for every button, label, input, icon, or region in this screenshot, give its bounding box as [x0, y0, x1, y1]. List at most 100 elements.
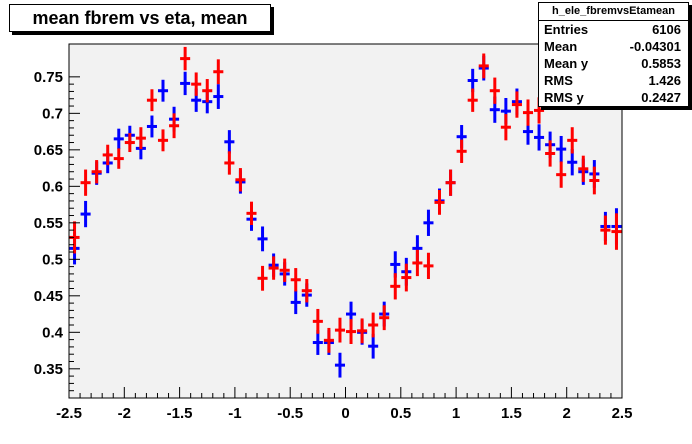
data-point [556, 161, 567, 188]
data-point [323, 327, 334, 353]
data-point [124, 133, 135, 153]
stat-label: RMS y [544, 90, 584, 105]
data-point [235, 168, 246, 192]
data-point [500, 114, 511, 141]
data-point [545, 140, 556, 167]
markers-layer [69, 46, 622, 378]
y-tick-label: 0.5 [42, 251, 63, 268]
y-tick-label: 0.75 [34, 69, 63, 86]
y-tick-label: 0.65 [34, 142, 63, 159]
x-tick-label: -2 [118, 405, 131, 422]
data-point [213, 84, 224, 109]
data-point [489, 77, 500, 104]
data-point [191, 72, 202, 96]
data-point [600, 215, 611, 245]
data-point [578, 155, 589, 182]
axes-layer: -2.5 -2 -1.5 -1 -0.5 0 0.5 1 1.5 2 2.5 0.35 0.4 0.45 0… [34, 69, 633, 422]
data-point [113, 128, 124, 150]
x-tick-label: 1 [452, 405, 460, 422]
y-tick-label: 0.55 [34, 215, 63, 232]
data-point [456, 139, 467, 163]
data-point [80, 200, 91, 228]
data-point [146, 115, 157, 138]
data-point [180, 46, 191, 71]
stat-label: RMS [544, 73, 573, 88]
x-tick-label: 0 [341, 405, 349, 422]
y-tick-label: 0.35 [34, 361, 63, 378]
data-point [379, 305, 390, 331]
stat-value: -0.04301 [629, 39, 681, 54]
data-point [268, 256, 279, 280]
x-tick-label: 1.5 [501, 405, 522, 422]
x-tick-label: 2 [563, 405, 571, 422]
stat-value: 0.2427 [641, 90, 681, 105]
data-point [390, 273, 401, 300]
data-point [445, 169, 456, 196]
data-point [135, 127, 146, 150]
chart-title: mean fbrem vs eta, mean [32, 8, 248, 28]
data-point [423, 209, 434, 236]
stat-label: Entries [544, 22, 589, 37]
data-point [246, 201, 257, 226]
stat-value: 6106 [652, 22, 681, 37]
x-tick-label: 2.5 [612, 405, 633, 422]
data-point [257, 226, 268, 252]
data-point [401, 263, 412, 292]
data-point [91, 160, 102, 184]
y-tick-label: 0.6 [42, 178, 63, 195]
stat-row-mean: Mean -0.04301 [539, 38, 688, 55]
data-point [334, 352, 345, 378]
data-point [113, 148, 124, 169]
data-point [567, 127, 578, 154]
data-point [257, 265, 268, 291]
data-point [434, 189, 445, 215]
stat-row-rms-y: RMS y 0.2427 [539, 89, 688, 106]
data-point [611, 213, 622, 250]
data-point [312, 308, 323, 334]
data-point [556, 135, 567, 163]
data-point [368, 312, 379, 338]
x-tick-label: -0.5 [277, 405, 303, 422]
data-point [290, 268, 301, 292]
stat-value: 1.426 [648, 73, 681, 88]
data-point [423, 252, 434, 280]
data-point [357, 318, 368, 344]
stat-label: Mean [544, 39, 578, 54]
data-point [102, 144, 113, 166]
data-point [301, 279, 312, 303]
data-point [202, 79, 213, 103]
stat-row-mean-y: Mean y 0.5853 [539, 55, 688, 72]
data-point [180, 71, 191, 96]
y-tick-label: 0.45 [34, 288, 63, 305]
data-point [467, 88, 478, 112]
data-point [224, 130, 235, 154]
data-point [157, 79, 169, 102]
stat-row-rms: RMS 1.426 [539, 72, 688, 89]
stat-label: Mean y [544, 56, 589, 71]
x-tick-label: -1.5 [167, 405, 193, 422]
plot-area [68, 43, 623, 399]
stat-value: 0.5853 [641, 56, 681, 71]
data-point [334, 317, 345, 343]
data-point [146, 89, 157, 112]
x-tick-label: -1 [228, 405, 241, 422]
data-point [213, 59, 224, 85]
data-point [412, 249, 423, 277]
data-point [279, 258, 290, 282]
data-point [346, 319, 357, 344]
y-tick-label: 0.7 [42, 105, 63, 122]
data-point [511, 91, 522, 118]
data-point [224, 151, 235, 175]
data-point [290, 290, 301, 315]
data-point [80, 169, 91, 196]
x-tick-label: 0.5 [390, 405, 411, 422]
stats-title: h_ele_fbremvsEtamean [539, 3, 688, 21]
data-point [589, 166, 600, 195]
stats-box: h_ele_fbremvsEtamean Entries 6106 Mean -… [538, 2, 689, 107]
data-point [522, 99, 534, 126]
data-point [169, 113, 180, 139]
data-point [478, 53, 489, 79]
chart-title-box: mean fbrem vs eta, mean [9, 4, 271, 32]
data-point [534, 124, 545, 151]
